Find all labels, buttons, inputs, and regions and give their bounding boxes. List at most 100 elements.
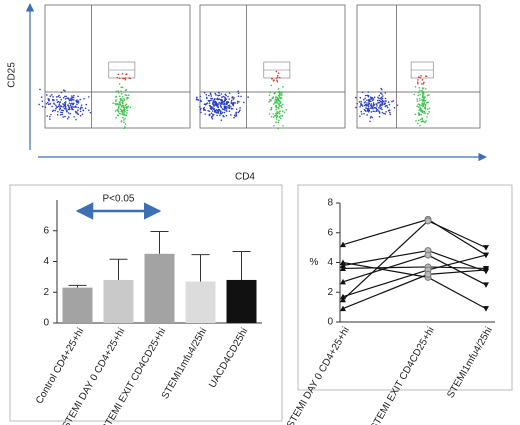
series-line [342,261,487,310]
blue-dot [61,109,63,111]
red-dot [117,73,120,76]
green-dot [424,112,427,114]
green-dot [277,98,280,100]
blue-dot [75,106,77,108]
point [483,282,489,288]
blue-dot [381,93,383,95]
blue-dot [209,99,211,102]
green-dot [276,116,278,119]
green-dot [120,90,122,92]
green-dot [124,126,126,128]
blue-dot [392,100,395,102]
blue-dot [386,106,389,109]
blue-dot [381,99,384,102]
blue-dot [72,96,75,99]
blue-dot [206,97,208,100]
green-dot [121,113,124,116]
blue-dot [366,102,368,104]
blue-dot [371,106,374,109]
series-line [342,269,487,310]
blue-dot [216,109,219,112]
green-dot [119,100,122,102]
blue-dot [47,103,50,106]
green-dot [419,107,421,110]
red-dot [279,76,281,79]
blue-dot [79,114,82,117]
blue-dot [366,104,368,106]
blue-dot [389,113,392,116]
green-dot [282,86,284,88]
blue-dot [40,96,43,98]
green-dot [277,91,279,93]
blue-dot [222,103,224,105]
blue-dot [364,110,367,112]
green-dot [270,84,273,87]
red-dot [124,78,127,81]
green-dot [123,109,126,112]
x-tick-label: STEMI1mfu4/25hi [160,326,210,401]
blue-dot [55,96,58,98]
blue-dot [63,107,66,110]
blue-dot [377,96,379,99]
blue-dot [369,117,372,119]
red-dot [118,77,121,80]
green-dot [424,103,426,105]
red-dot [276,79,278,82]
blue-dot [209,93,212,96]
green-dot [416,105,419,108]
red-dot [421,83,423,85]
blue-dot [234,102,237,104]
flow-panel: CD25 CD4 [7,3,487,183]
blue-dot [224,93,227,96]
x-tick-label: STEMI1mfu4/25hi [445,325,495,400]
green-dot [276,112,279,115]
blue-dot [218,101,220,104]
blue-dot [218,98,221,100]
blue-dot [217,103,219,105]
blue-dot [79,110,82,113]
blue-dot [212,114,215,116]
blue-dot [210,116,213,118]
green-dot [272,113,274,115]
blue-dot [230,102,233,104]
blue-dot [57,110,59,113]
point [340,241,346,248]
blue-dot [59,113,62,116]
green-dot [129,106,132,109]
blue-dot [217,91,220,94]
blue-dot [62,103,64,105]
green-dot [275,114,278,116]
green-dot [277,121,280,124]
blue-dot [368,99,371,102]
green-dot [117,109,119,111]
green-dot [422,98,425,100]
blue-dot [227,101,230,104]
blue-dot [89,111,92,114]
green-dot [418,103,421,106]
blue-dot [58,104,61,106]
blue-dot [200,107,202,110]
blue-dot [221,111,224,114]
green-dot [278,100,281,102]
blue-dot [199,105,201,108]
green-dot [415,120,417,122]
blue-dot [214,103,217,105]
green-dot [422,93,425,95]
green-dot [270,99,272,102]
green-dot [272,116,275,118]
blue-dot [208,102,211,104]
point [340,296,346,303]
blue-dot [367,105,370,108]
blue-dot [368,109,371,111]
blue-dot [219,104,222,107]
red-dot [123,77,126,80]
blue-dot [228,106,231,108]
red-dot [128,77,130,79]
blue-dot [195,98,198,101]
blue-dot [69,112,72,115]
blue-dot [58,94,60,97]
y-tick-label: 8 [327,198,333,209]
annotation: P<0.05 [103,194,135,205]
green-dot [125,103,128,105]
flow-y-label: CD25 [7,62,18,88]
